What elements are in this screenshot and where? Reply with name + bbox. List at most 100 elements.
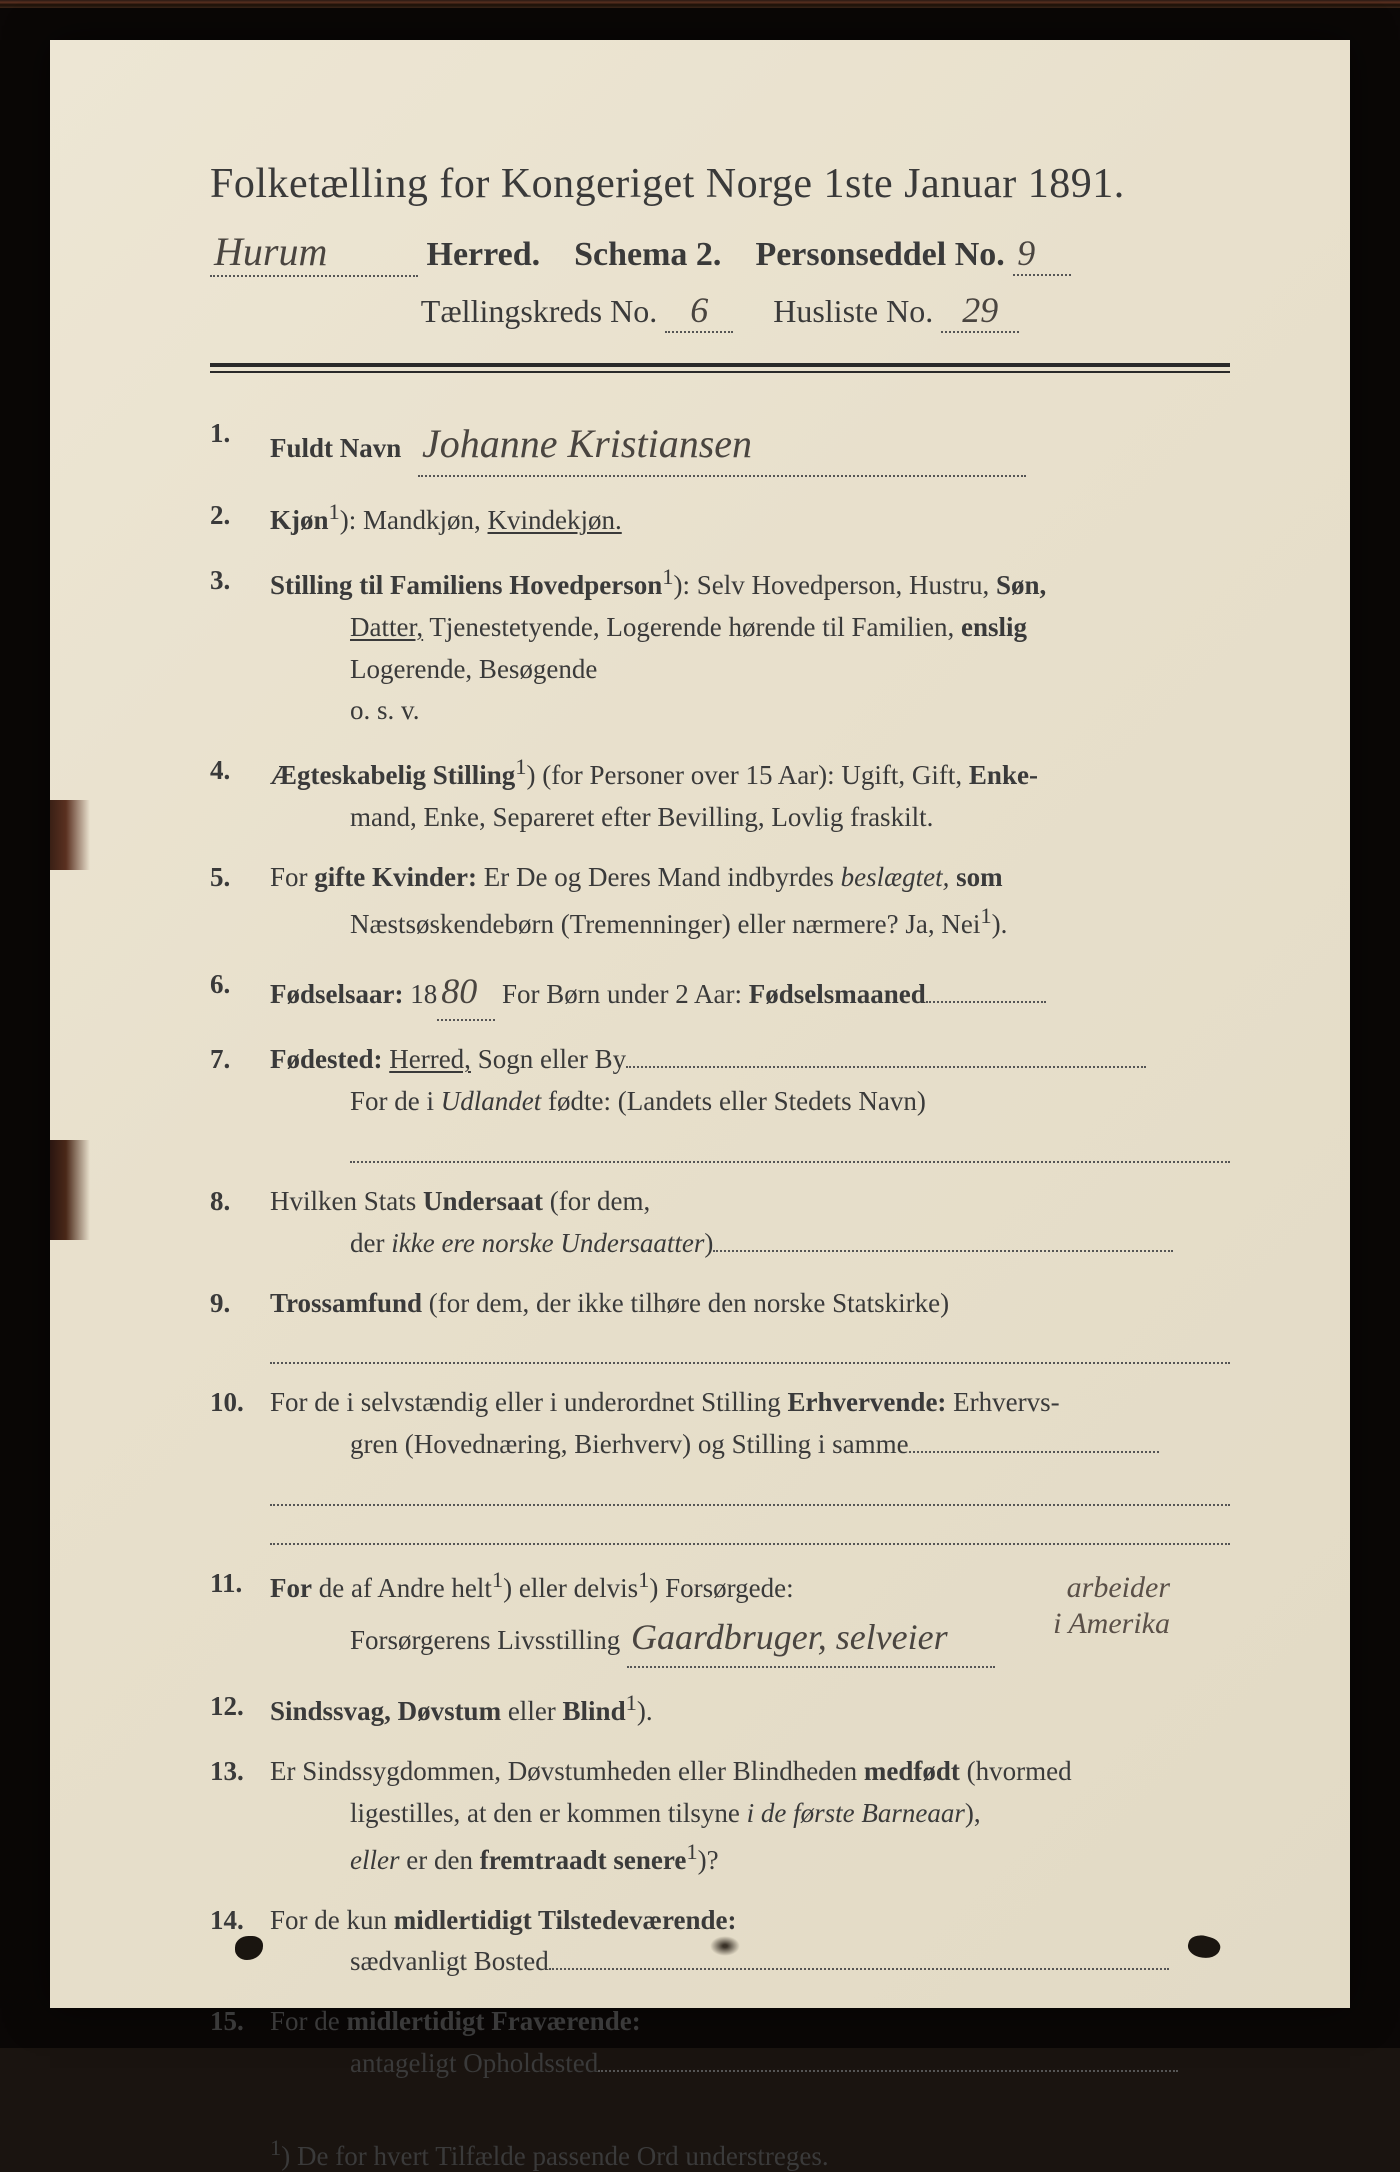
husliste-label: Husliste No. — [773, 293, 933, 329]
item-3-label: Stilling til Familiens Hovedperson — [270, 570, 662, 600]
item-6-bold1: Fødselsmaaned — [749, 979, 926, 1009]
item-12-bold1: Blind — [563, 1696, 626, 1726]
item-7-text2: For de i — [350, 1086, 441, 1116]
item-8-text1: Hvilken Stats — [270, 1186, 423, 1216]
item-13: 13. Er Sindssygdommen, Døvstumheden elle… — [210, 1751, 1230, 1882]
item-10-blank2 — [270, 1466, 1230, 1506]
item-6-num: 6. — [210, 964, 270, 1022]
item-11-text3: ) Forsørgede: — [649, 1573, 793, 1603]
item-15-bold1: midlertidigt Fraværende: — [347, 2006, 641, 2036]
item-1: 1. Fuldt Navn Johanne Kristiansen — [210, 413, 1230, 477]
item-3-bold1: Søn, — [996, 570, 1046, 600]
item-1-num: 1. — [210, 413, 270, 477]
item-12-text2: ). — [637, 1696, 653, 1726]
schema-label: Schema 2. — [574, 236, 721, 273]
item-13-bold2: fremtraadt senere — [480, 1845, 687, 1875]
item-3-sup: 1 — [662, 564, 673, 589]
item-4-bold1: Enke- — [969, 760, 1038, 790]
item-6-blank — [926, 1001, 1046, 1003]
item-6-body: Fødselsaar: 1880 For Børn under 2 Aar: F… — [270, 964, 1230, 1022]
item-5-sup: 1 — [980, 903, 991, 928]
herred-label: Herred. — [427, 236, 541, 273]
item-9-text1: (for dem, der ikke tilhøre den norske St… — [422, 1288, 949, 1318]
item-4-body: Ægteskabelig Stilling1) (for Personer ov… — [270, 750, 1230, 839]
personseddel-no-hw: 9 — [1013, 232, 1071, 276]
item-12: 12. Sindssvag, Døvstum eller Blind1). — [210, 1686, 1230, 1733]
item-14-blank — [549, 1968, 1169, 1970]
item-5-body: For gifte Kvinder: Er De og Deres Mand i… — [270, 857, 1230, 946]
herred-value-hw: Hurum — [210, 228, 418, 277]
item-1-value-hw: Johanne Kristiansen — [418, 413, 1026, 477]
scan-frame: Folketælling for Kongeriget Norge 1ste J… — [0, 0, 1400, 2048]
item-10-num: 10. — [210, 1382, 270, 1545]
item-11-text2: ) eller delvis — [503, 1573, 638, 1603]
item-9: 9. Trossamfund (for dem, der ikke tilhør… — [210, 1283, 1230, 1365]
footnote-text: ) De for hvert Tilfælde passende Ord und… — [281, 2141, 828, 2171]
item-10-text3: gren (Hovednæring, Bierhverv) og Stillin… — [350, 1429, 909, 1459]
item-3-text4: o. s. v. — [350, 695, 420, 725]
item-13-sup: 1 — [686, 1839, 697, 1864]
item-7-label: Fødested: — [270, 1044, 382, 1074]
item-3-text1: ): Selv Hovedperson, Hustru, — [674, 570, 996, 600]
item-6-label: Fødselsaar: — [270, 979, 403, 1009]
item-13-text4: ), — [965, 1798, 981, 1828]
item-10-text2: Erhvervs- — [946, 1387, 1059, 1417]
item-10-text1: For de i selvstændig eller i underordnet… — [270, 1387, 787, 1417]
item-8-num: 8. — [210, 1181, 270, 1265]
item-13-text3: ligestilles, at den er kommen tilsyne — [350, 1798, 747, 1828]
item-9-body: Trossamfund (for dem, der ikke tilhøre d… — [270, 1283, 1230, 1365]
item-7-blank2 — [350, 1123, 1230, 1163]
item-4-text1: ) (for Personer over 15 Aar): Ugift, Gif… — [527, 760, 969, 790]
item-10-body: For de i selvstændig eller i underordnet… — [270, 1382, 1230, 1545]
item-9-num: 9. — [210, 1283, 270, 1365]
item-14-text2: sædvanligt Bosted — [350, 1946, 549, 1976]
personseddel-label: Personseddel — [755, 236, 946, 273]
item-7: 7. Fødested: Herred, Sogn eller By For d… — [210, 1039, 1230, 1162]
item-7-italic1: Udlandet — [441, 1086, 542, 1116]
item-10-blank3 — [270, 1506, 1230, 1546]
taellingskreds-no-hw: 6 — [665, 289, 733, 333]
item-6-year-prefix: 18 — [410, 979, 437, 1009]
item-8-text4: ) — [704, 1228, 713, 1258]
item-11: 11. For de af Andre helt1) eller delvis1… — [210, 1563, 1230, 1668]
subtitle-row-1: Hurum Herred. Schema 2. Personseddel No.… — [210, 228, 1230, 277]
item-15-body: For de midlertidigt Fraværende: antageli… — [270, 2001, 1230, 2085]
subtitle-row-2: Tællingskreds No. 6 Husliste No. 29 — [210, 289, 1230, 333]
item-3-body: Stilling til Familiens Hovedperson1): Se… — [270, 560, 1230, 732]
item-14-text1: For de kun — [270, 1905, 394, 1935]
item-4-text2: mand, Enke, Separeret efter Bevilling, L… — [350, 802, 933, 832]
item-13-text2: (hvormed — [960, 1756, 1072, 1786]
item-6-text1: For Børn under 2 Aar: — [495, 979, 748, 1009]
item-5-num: 5. — [210, 857, 270, 946]
item-7-body: Fødested: Herred, Sogn eller By For de i… — [270, 1039, 1230, 1162]
item-8-body: Hvilken Stats Undersaat (for dem, der ik… — [270, 1181, 1230, 1265]
item-10-bold1: Erhvervende: — [787, 1387, 946, 1417]
item-9-label: Trossamfund — [270, 1288, 422, 1318]
item-15-text1: For de — [270, 2006, 347, 2036]
item-12-body: Sindssvag, Døvstum eller Blind1). — [270, 1686, 1230, 1733]
item-13-body: Er Sindssygdommen, Døvstumheden eller Bl… — [270, 1751, 1230, 1882]
item-4-num: 4. — [210, 750, 270, 839]
item-5-bold1: som — [949, 862, 1002, 892]
item-2-body: Kjøn1): Mandkjøn, Kvindekjøn. — [270, 495, 1230, 542]
ink-smudge — [710, 1936, 740, 1956]
footnote-sup: 1 — [270, 2135, 281, 2160]
item-11-value-hw: Gaardbruger, selveier — [627, 1610, 995, 1668]
item-11-text4: Forsørgerens Livsstilling — [350, 1625, 620, 1655]
item-8-bold1: Undersaat — [423, 1186, 543, 1216]
husliste-no-hw: 29 — [941, 289, 1019, 333]
item-3-text2: Tjenestetyende, Logerende hørende til Fa… — [423, 612, 961, 642]
item-8-italic1: ikke ere norske Undersaatter — [391, 1228, 704, 1258]
item-11-num: 11. — [210, 1563, 270, 1668]
divider-top-2 — [210, 371, 1230, 373]
item-3: 3. Stilling til Familiens Hovedperson1):… — [210, 560, 1230, 732]
item-6: 6. Fødselsaar: 1880 For Børn under 2 Aar… — [210, 964, 1230, 1022]
item-13-italic2: eller — [350, 1845, 399, 1875]
item-2-num: 2. — [210, 495, 270, 542]
item-11-text1: de af Andre helt — [312, 1573, 492, 1603]
item-8-text2: (for dem, — [543, 1186, 650, 1216]
item-13-italic1: i de første Barneaar — [747, 1798, 965, 1828]
item-11-label-pre: For — [270, 1573, 312, 1603]
item-4-label: Ægteskabelig Stilling — [270, 760, 515, 790]
item-5: 5. For gifte Kvinder: Er De og Deres Man… — [210, 857, 1230, 946]
